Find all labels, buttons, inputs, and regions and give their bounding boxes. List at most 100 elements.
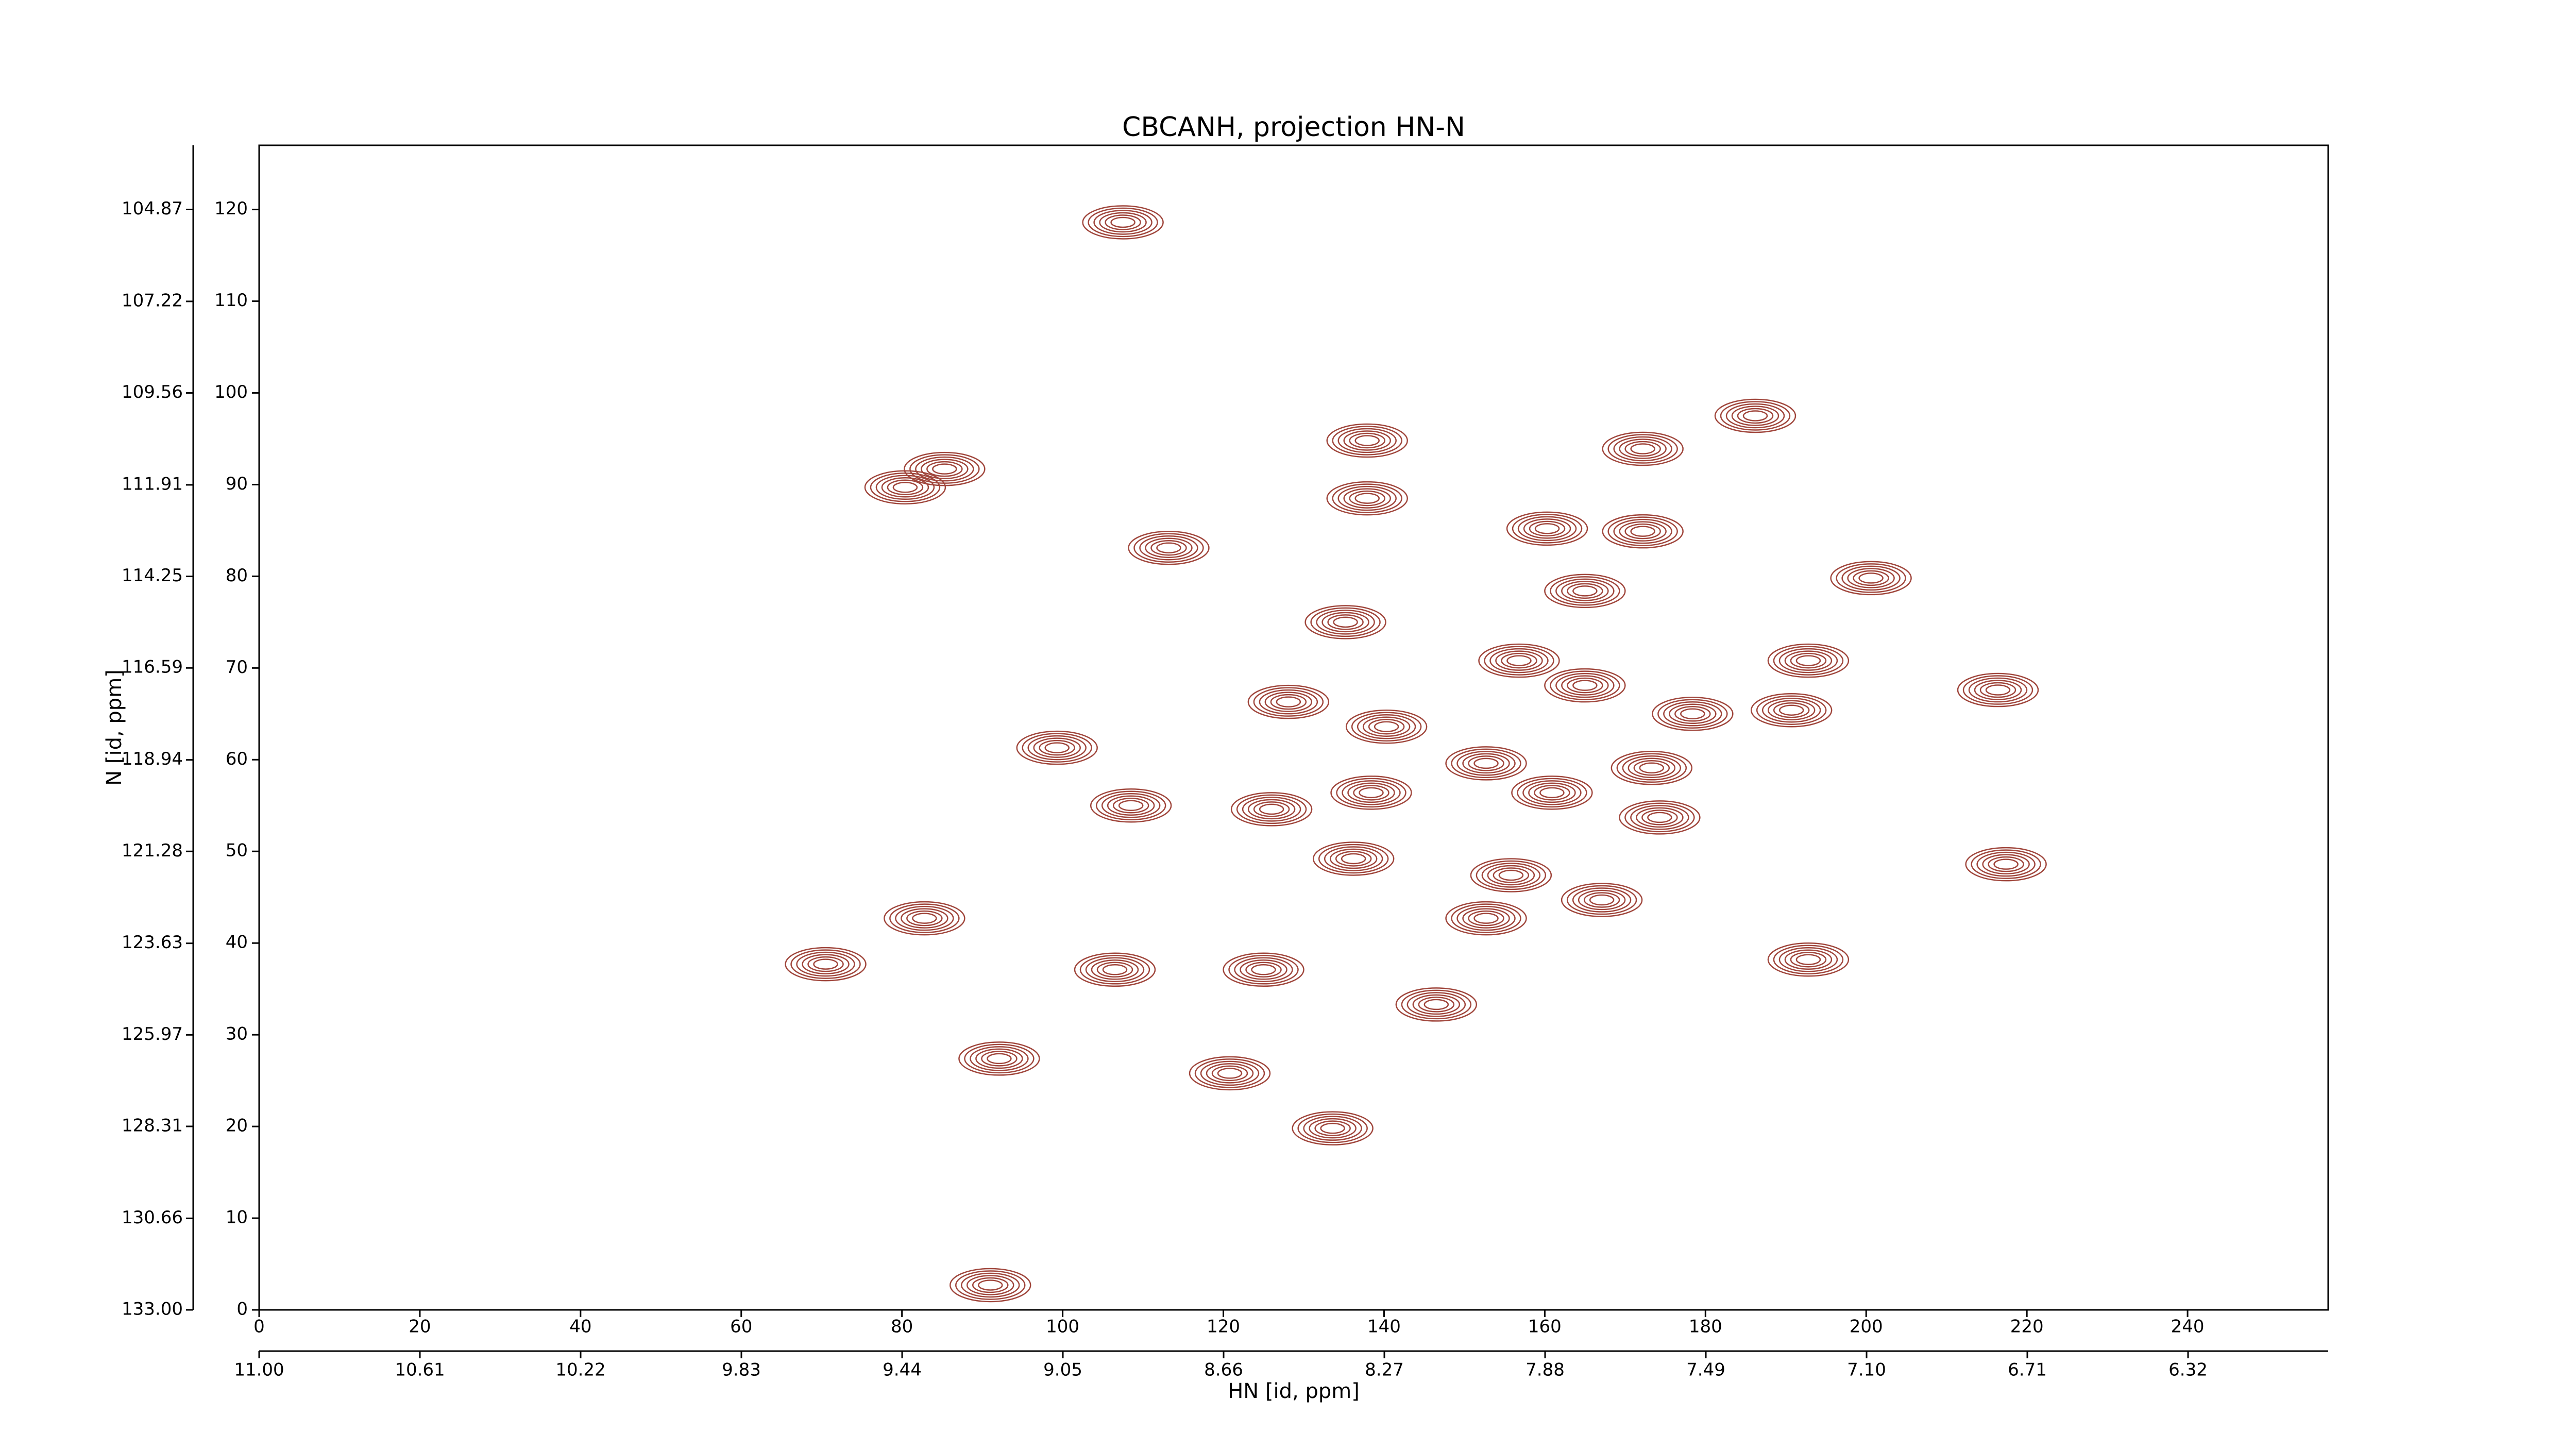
contour-level <box>1534 785 1570 801</box>
x-tick-label: 0 <box>253 1317 265 1337</box>
x-axis-label: HN [id, ppm] <box>1228 1379 1360 1403</box>
contour-level <box>1630 443 1655 454</box>
x-tick-label: 120 <box>1207 1317 1240 1337</box>
peak <box>1750 693 1833 728</box>
contour-level <box>1539 787 1565 799</box>
y2-tick-label: 125.97 <box>122 1024 183 1044</box>
contour-level <box>1347 782 1395 803</box>
contour-level <box>1093 210 1153 235</box>
contour-level <box>1314 1120 1351 1136</box>
contour-level <box>1253 801 1290 817</box>
peak <box>1611 751 1693 785</box>
peak <box>1292 1111 1374 1145</box>
contour-level <box>1343 430 1391 451</box>
contour-level <box>1217 1068 1243 1079</box>
contour-level <box>1359 787 1384 799</box>
contour-level <box>1044 742 1070 753</box>
contour-level <box>1473 913 1499 924</box>
y-tick-label: 50 <box>226 840 248 861</box>
peak-contour <box>1395 987 1478 1022</box>
contour-level <box>1633 760 1670 776</box>
contour-level <box>1451 748 1521 779</box>
contour-level <box>1318 844 1389 874</box>
contour-level <box>1773 945 1844 974</box>
peak <box>1714 398 1797 433</box>
contour-level <box>1674 706 1711 722</box>
contour-level <box>1663 701 1722 727</box>
peak-contour <box>1767 643 1850 678</box>
y2-tick-label: 123.63 <box>122 932 183 953</box>
contour-level <box>1495 650 1543 671</box>
contour-level <box>1790 652 1827 669</box>
contour-level <box>1858 572 1884 584</box>
contour-level <box>1310 607 1381 637</box>
contour-level <box>1979 682 2016 698</box>
contour-level <box>1095 790 1166 821</box>
peak <box>949 1268 1031 1303</box>
peak-contour <box>1230 792 1313 827</box>
contour-level <box>1498 869 1524 881</box>
contour-level <box>1737 408 1774 424</box>
contour-level <box>1487 865 1535 886</box>
x2-tick-label: 6.71 <box>2008 1360 2047 1380</box>
contour-level <box>870 473 941 502</box>
y2-tick-label: 111.91 <box>122 474 183 494</box>
contour-level <box>1270 694 1307 710</box>
y-tick-label: 10 <box>226 1207 248 1228</box>
peak <box>1345 709 1428 744</box>
contour-level <box>1468 910 1504 926</box>
contour-level <box>1522 780 1582 805</box>
x2-tick-label: 11.00 <box>234 1360 284 1380</box>
contour-level <box>1506 655 1532 666</box>
contour-level <box>972 1277 1009 1293</box>
contour-level <box>1022 733 1092 763</box>
contour-level <box>1456 905 1516 931</box>
contour-level <box>1853 570 1889 586</box>
peak-contour <box>1304 605 1386 639</box>
contour-level <box>1493 867 1530 883</box>
contour-level <box>1079 955 1150 985</box>
contour-level <box>796 951 855 977</box>
peak <box>1082 205 1164 240</box>
contour-level <box>1484 646 1554 676</box>
contour-level <box>1669 703 1717 724</box>
peak-contour <box>884 901 965 936</box>
x2-tick-label: 7.10 <box>1847 1360 1886 1380</box>
contour-level <box>1619 521 1667 542</box>
peak <box>1561 883 1643 917</box>
contour-level <box>1247 799 1296 820</box>
contour-level <box>1517 516 1577 542</box>
contour-level <box>1112 798 1149 814</box>
peak-contour <box>1223 952 1304 987</box>
contour-level <box>1329 848 1378 869</box>
contour-level <box>1462 753 1510 774</box>
y-tick-label: 80 <box>226 565 248 586</box>
peak-contour <box>1714 398 1797 433</box>
peak <box>1326 423 1408 458</box>
contour-level <box>889 903 960 933</box>
contour-level <box>1316 610 1375 635</box>
peak-contour <box>1345 709 1428 744</box>
peak <box>1652 697 1734 731</box>
contour-level <box>1236 794 1307 824</box>
contour-level <box>1725 403 1785 429</box>
peak-contour <box>1611 751 1693 785</box>
contour-level <box>1742 410 1768 422</box>
contour-level <box>1259 689 1318 715</box>
peak-contour <box>1511 776 1593 810</box>
peak-contour <box>1602 514 1684 549</box>
contour-level <box>1761 697 1821 723</box>
peak <box>1304 605 1386 639</box>
peak <box>958 1041 1040 1076</box>
contour-level <box>1462 908 1510 929</box>
peak-contour <box>1965 847 2047 882</box>
y2-tick-label: 104.87 <box>122 198 183 219</box>
contour-level <box>1418 997 1455 1013</box>
contour-level <box>1150 540 1187 556</box>
contour-level <box>1988 856 2024 872</box>
x-tick-label: 220 <box>2010 1317 2044 1337</box>
y2-tick-label: 133.00 <box>122 1299 183 1320</box>
contour-level <box>1353 785 1389 801</box>
contour-level <box>1194 1058 1265 1088</box>
